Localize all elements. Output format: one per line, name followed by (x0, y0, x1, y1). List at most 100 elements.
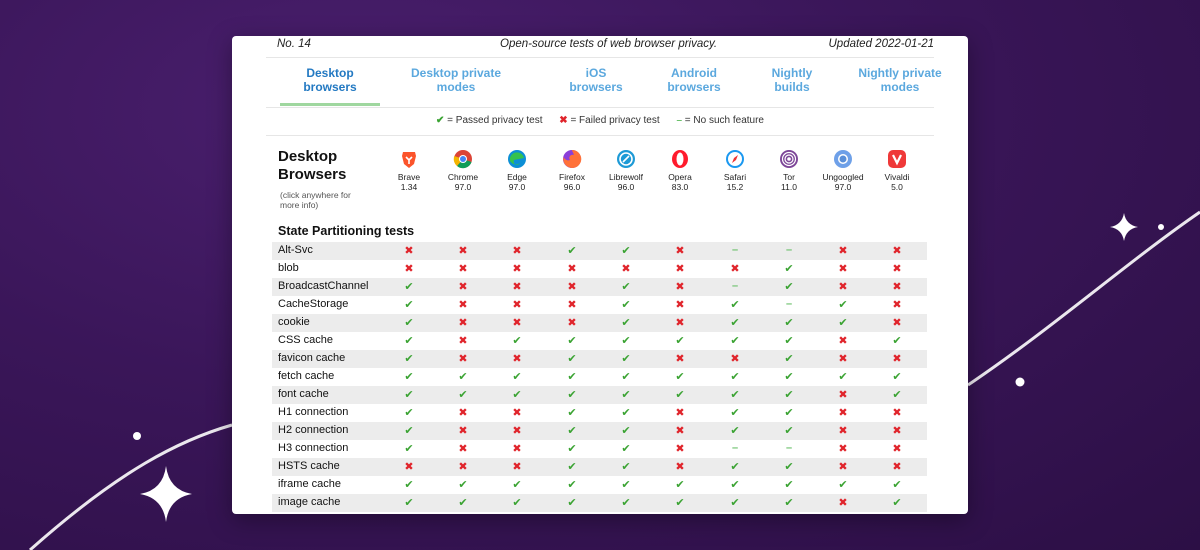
check-icon[interactable]: ✔ (512, 497, 522, 509)
check-icon[interactable]: ✔ (458, 389, 468, 401)
check-icon[interactable]: ✔ (892, 371, 902, 383)
check-icon[interactable]: ✔ (458, 479, 468, 491)
cross-icon[interactable]: ✖ (892, 317, 902, 329)
cross-icon[interactable]: ✖ (458, 425, 468, 437)
check-icon[interactable]: ✔ (404, 389, 414, 401)
tab-desktop-browsers[interactable]: Desktop browsers (280, 66, 380, 106)
check-icon[interactable]: ✔ (458, 371, 468, 383)
tab-nightly-builds[interactable]: Nightly builds (742, 66, 842, 100)
check-icon[interactable]: ✔ (567, 461, 577, 473)
table-row[interactable]: font cache ✔ ✔ ✔ ✔ ✔ ✔ ✔ ✔ ✖ ✔ (272, 386, 927, 404)
check-icon[interactable]: ✔ (730, 335, 740, 347)
check-icon[interactable]: ✔ (730, 479, 740, 491)
check-icon[interactable]: ✔ (621, 371, 631, 383)
cross-icon[interactable]: ✖ (458, 335, 468, 347)
check-icon[interactable]: ✔ (567, 245, 577, 257)
cross-icon[interactable]: ✖ (458, 407, 468, 419)
cross-icon[interactable]: ✖ (512, 461, 522, 473)
browser-column-librewolf[interactable]: Librewolf 96.0 (599, 149, 653, 192)
check-icon[interactable]: ✔ (512, 335, 522, 347)
check-icon[interactable]: ✔ (621, 317, 631, 329)
check-icon[interactable]: ✔ (512, 371, 522, 383)
check-icon[interactable]: ✔ (567, 407, 577, 419)
cross-icon[interactable]: ✖ (838, 461, 848, 473)
cross-icon[interactable]: ✖ (892, 443, 902, 455)
check-icon[interactable]: ✔ (567, 389, 577, 401)
table-row[interactable]: cookie ✔ ✖ ✖ ✖ ✔ ✖ ✔ ✔ ✔ ✖ (272, 314, 927, 332)
check-icon[interactable]: ✔ (730, 461, 740, 473)
check-icon[interactable]: ✔ (784, 353, 794, 365)
check-icon[interactable]: ✔ (730, 497, 740, 509)
cross-icon[interactable]: ✖ (675, 263, 685, 275)
cross-icon[interactable]: ✖ (838, 335, 848, 347)
check-icon[interactable]: ✔ (567, 497, 577, 509)
browser-column-firefox[interactable]: Firefox 96.0 (545, 149, 599, 192)
browser-column-edge[interactable]: Edge 97.0 (490, 149, 544, 192)
check-icon[interactable]: ✔ (730, 389, 740, 401)
cross-icon[interactable]: ✖ (838, 389, 848, 401)
table-row[interactable]: blob ✖ ✖ ✖ ✖ ✖ ✖ ✖ ✔ ✖ ✖ (272, 260, 927, 278)
cross-icon[interactable]: ✖ (838, 245, 848, 257)
cross-icon[interactable]: ✖ (838, 407, 848, 419)
table-row[interactable]: iframe cache ✔ ✔ ✔ ✔ ✔ ✔ ✔ ✔ ✔ ✔ (272, 476, 927, 494)
table-row[interactable]: H1 connection ✔ ✖ ✖ ✔ ✔ ✖ ✔ ✔ ✖ ✖ (272, 404, 927, 422)
dash-icon[interactable]: – (785, 298, 793, 310)
check-icon[interactable]: ✔ (512, 479, 522, 491)
cross-icon[interactable]: ✖ (567, 281, 577, 293)
table-row[interactable]: BroadcastChannel ✔ ✖ ✖ ✖ ✔ ✖ – ✔ ✖ ✖ (272, 278, 927, 296)
browser-column-chrome[interactable]: Chrome 97.0 (436, 149, 490, 192)
cross-icon[interactable]: ✖ (621, 263, 631, 275)
check-icon[interactable]: ✔ (784, 479, 794, 491)
cross-icon[interactable]: ✖ (458, 299, 468, 311)
browser-column-tor[interactable]: Tor 11.0 (762, 149, 816, 192)
check-icon[interactable]: ✔ (621, 443, 631, 455)
check-icon[interactable]: ✔ (784, 335, 794, 347)
check-icon[interactable]: ✔ (784, 497, 794, 509)
cross-icon[interactable]: ✖ (458, 245, 468, 257)
dash-icon[interactable]: – (785, 442, 793, 454)
cross-icon[interactable]: ✖ (838, 263, 848, 275)
table-row[interactable]: HSTS cache ✖ ✖ ✖ ✔ ✔ ✖ ✔ ✔ ✖ ✖ (272, 458, 927, 476)
check-icon[interactable]: ✔ (621, 497, 631, 509)
cross-icon[interactable]: ✖ (675, 461, 685, 473)
check-icon[interactable]: ✔ (567, 425, 577, 437)
check-icon[interactable]: ✔ (404, 407, 414, 419)
check-icon[interactable]: ✔ (675, 335, 685, 347)
check-icon[interactable]: ✔ (404, 479, 414, 491)
dash-icon[interactable]: – (731, 442, 739, 454)
cross-icon[interactable]: ✖ (458, 317, 468, 329)
check-icon[interactable]: ✔ (784, 317, 794, 329)
cross-icon[interactable]: ✖ (567, 299, 577, 311)
browser-column-opera[interactable]: Opera 83.0 (653, 149, 707, 192)
check-icon[interactable]: ✔ (621, 461, 631, 473)
table-row[interactable]: CSS cache ✔ ✖ ✔ ✔ ✔ ✔ ✔ ✔ ✖ ✔ (272, 332, 927, 350)
check-icon[interactable]: ✔ (838, 371, 848, 383)
check-icon[interactable]: ✔ (892, 335, 902, 347)
check-icon[interactable]: ✔ (621, 335, 631, 347)
cross-icon[interactable]: ✖ (675, 245, 685, 257)
dash-icon[interactable]: – (731, 244, 739, 256)
check-icon[interactable]: ✔ (621, 245, 631, 257)
cross-icon[interactable]: ✖ (512, 443, 522, 455)
dash-icon[interactable]: – (731, 280, 739, 292)
cross-icon[interactable]: ✖ (892, 425, 902, 437)
check-icon[interactable]: ✔ (784, 461, 794, 473)
cross-icon[interactable]: ✖ (675, 407, 685, 419)
check-icon[interactable]: ✔ (730, 425, 740, 437)
check-icon[interactable]: ✔ (404, 443, 414, 455)
cross-icon[interactable]: ✖ (567, 263, 577, 275)
cross-icon[interactable]: ✖ (458, 443, 468, 455)
cross-icon[interactable]: ✖ (838, 353, 848, 365)
cross-icon[interactable]: ✖ (512, 407, 522, 419)
cross-icon[interactable]: ✖ (838, 443, 848, 455)
cross-icon[interactable]: ✖ (404, 245, 414, 257)
cross-icon[interactable]: ✖ (730, 353, 740, 365)
browser-column-ungoogled[interactable]: Ungoogled 97.0 (816, 149, 870, 192)
check-icon[interactable]: ✔ (675, 479, 685, 491)
cross-icon[interactable]: ✖ (458, 263, 468, 275)
check-icon[interactable]: ✔ (404, 353, 414, 365)
cross-icon[interactable]: ✖ (838, 497, 848, 509)
check-icon[interactable]: ✔ (838, 317, 848, 329)
check-icon[interactable]: ✔ (621, 299, 631, 311)
cross-icon[interactable]: ✖ (892, 281, 902, 293)
